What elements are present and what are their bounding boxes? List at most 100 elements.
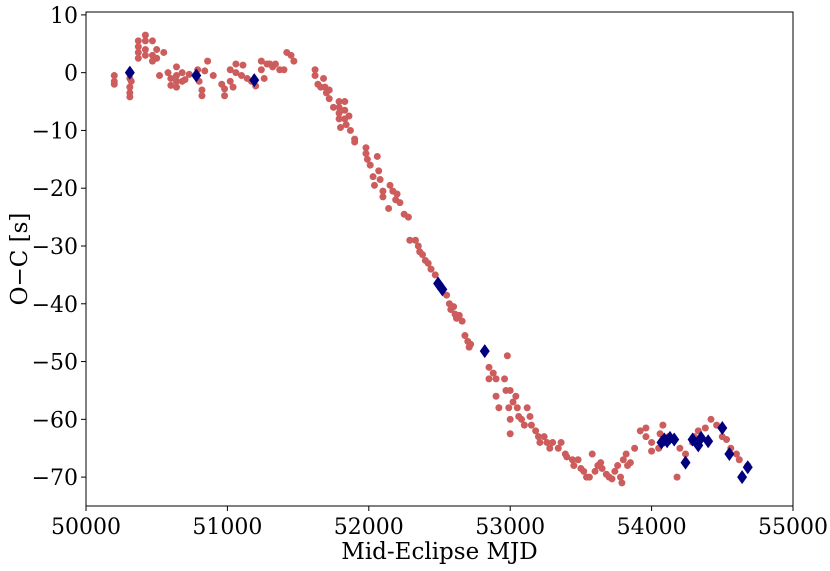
data-point-circle <box>221 92 229 100</box>
data-point-diamond <box>191 68 202 83</box>
data-point-circle <box>536 438 544 446</box>
data-point-circle <box>341 106 349 114</box>
data-point-circle <box>369 173 377 181</box>
data-point-circle <box>492 392 500 400</box>
data-point-circle <box>656 430 664 438</box>
data-point-circle <box>523 404 531 412</box>
data-point-circle <box>311 66 319 74</box>
data-point-circle <box>376 176 384 184</box>
data-point-circle <box>379 187 387 195</box>
data-point-circle <box>226 66 234 74</box>
data-point-circle <box>526 412 534 420</box>
data-point-circle <box>404 213 412 221</box>
data-point-circle <box>329 103 337 111</box>
data-point-circle <box>366 161 374 169</box>
data-point-circle <box>520 421 528 429</box>
x-tick-label: 53000 <box>475 515 545 540</box>
data-point-circle <box>280 66 288 74</box>
data-point-circle <box>443 291 451 299</box>
data-point-circle <box>271 60 279 68</box>
data-point-diamond <box>249 73 260 88</box>
data-point-circle <box>512 392 520 400</box>
data-point-circle <box>172 63 180 71</box>
data-point-circle <box>619 456 627 464</box>
data-point-circle <box>167 81 175 89</box>
data-point-circle <box>260 74 268 82</box>
data-point-circle <box>591 467 599 475</box>
y-tick-label: −50 <box>32 351 78 376</box>
data-point-circle <box>201 67 209 75</box>
data-point-circle <box>618 479 626 487</box>
data-point-diamond <box>669 432 680 447</box>
data-point-circle <box>513 404 521 412</box>
y-tick-label: −30 <box>32 235 78 260</box>
data-point-circle <box>723 436 731 444</box>
x-axis-ticks: 50000 51000 52000 53000 54000 55000 <box>51 506 828 540</box>
data-point-circle <box>597 459 605 467</box>
data-point-circle <box>518 415 526 423</box>
data-point-circle <box>642 424 650 432</box>
data-point-circle <box>134 54 142 62</box>
y-tick-label: −40 <box>32 293 78 318</box>
data-point-circle <box>341 98 349 106</box>
data-point-circle <box>257 66 265 74</box>
data-point-circle <box>335 98 343 106</box>
data-point-circle <box>164 69 172 77</box>
data-point-circle <box>532 427 540 435</box>
data-point-circle <box>232 69 240 77</box>
data-point-circle <box>580 467 588 475</box>
data-point-circle <box>238 72 246 80</box>
data-point-circle <box>198 92 206 100</box>
data-point-circle <box>153 54 161 62</box>
data-point-circle <box>198 86 206 94</box>
data-point-circle <box>676 444 684 452</box>
data-point-diamond <box>724 447 735 461</box>
data-point-circle <box>257 57 265 65</box>
data-point-circle <box>636 427 644 435</box>
plot-frame <box>85 11 794 507</box>
data-point-circle <box>540 433 548 441</box>
data-point-circle <box>134 43 142 51</box>
data-point-circle <box>659 421 667 429</box>
data-point-circle <box>570 462 578 470</box>
data-point-circle <box>554 444 562 452</box>
y-axis-ticks: 10 0 −10 −20 −30 −40 −50 −60 −70 <box>32 4 86 491</box>
data-point-circle <box>461 332 469 340</box>
data-point-circle <box>345 112 353 120</box>
data-point-circle <box>568 456 576 464</box>
y-tick-label: −60 <box>32 408 78 433</box>
data-point-circle <box>492 375 500 383</box>
data-point-circle <box>148 37 156 45</box>
data-point-circle <box>574 456 582 464</box>
data-point-circle <box>549 438 557 446</box>
data-point-circle <box>110 72 118 80</box>
data-point-circle <box>141 46 149 54</box>
data-point-circle <box>427 265 435 273</box>
data-point-circle <box>598 464 606 472</box>
data-point-circle <box>411 236 419 244</box>
data-point-diamond <box>717 421 728 435</box>
data-point-circle <box>126 83 134 91</box>
data-point-circle <box>156 72 164 80</box>
data-point-circle <box>172 83 180 91</box>
data-point-circle <box>527 421 535 429</box>
data-point-circle <box>450 303 458 311</box>
data-point-circle <box>325 95 333 103</box>
data-point-circle <box>546 444 554 452</box>
x-tick-label: 55000 <box>758 515 828 540</box>
data-point-circle <box>622 450 630 458</box>
data-point-circle <box>701 424 709 432</box>
data-point-circle <box>167 74 175 82</box>
data-point-circle <box>616 473 624 481</box>
data-point-circle <box>185 70 193 78</box>
data-point-circle <box>682 450 690 458</box>
data-point-circle <box>543 438 551 446</box>
data-point-circle <box>337 124 345 132</box>
data-point-circle <box>648 447 656 455</box>
data-point-circle <box>134 37 142 45</box>
data-point-diamond <box>479 344 490 359</box>
x-tick-label: 51000 <box>192 515 262 540</box>
data-point-circle <box>325 86 333 94</box>
data-point-circle <box>648 438 656 446</box>
